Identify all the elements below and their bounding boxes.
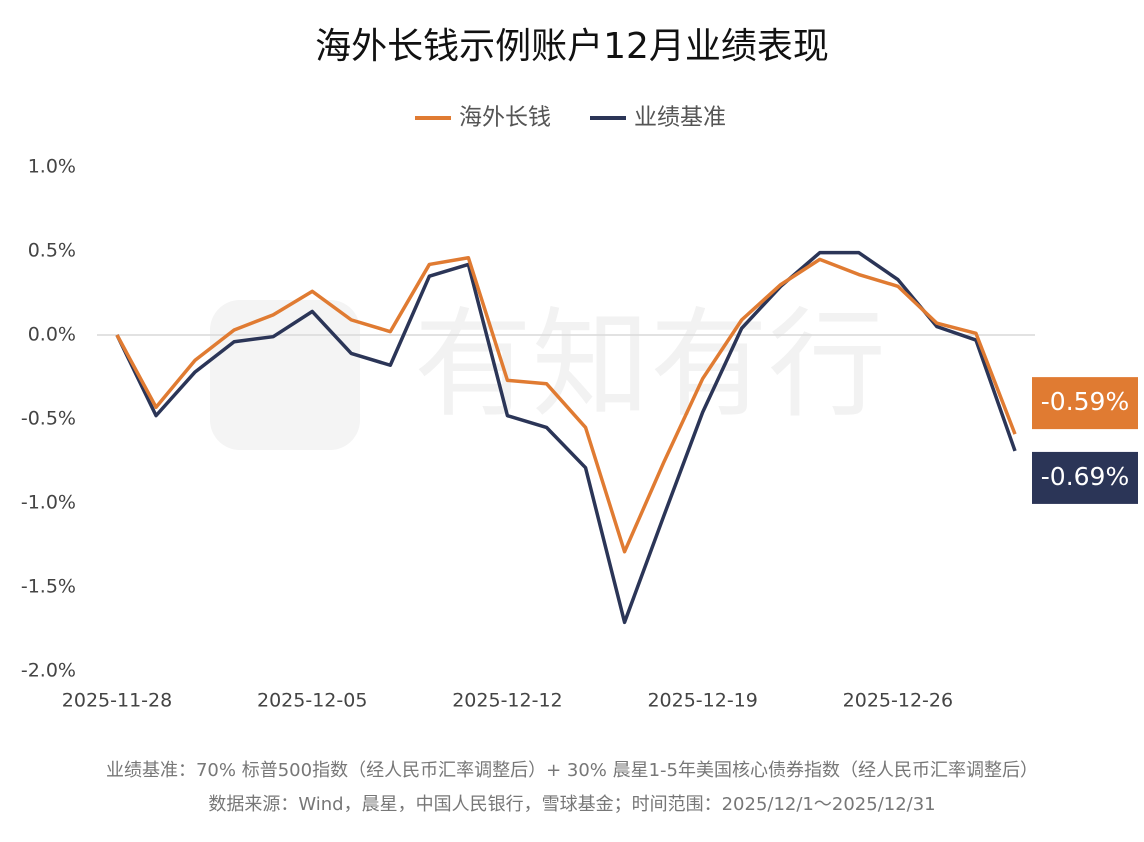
legend-label: 业绩基准 xyxy=(634,105,726,131)
end-label-box xyxy=(1032,451,1138,504)
end-label: -0.69% xyxy=(1041,462,1129,491)
end-label-box xyxy=(1032,377,1138,430)
y-tick-label: 0.0% xyxy=(28,324,76,346)
y-tick-label: -1.0% xyxy=(21,492,76,514)
series-line xyxy=(115,250,1017,625)
series-line xyxy=(115,255,1017,554)
x-tick-label: 2025-12-26 xyxy=(843,690,953,712)
x-tick-label: 2025-11-28 xyxy=(62,690,172,712)
footnote: 业绩基准：70% 标普500指数（经人民币汇率调整后）+ 30% 晨星1-5年美… xyxy=(106,760,1038,781)
y-tick-label: -1.5% xyxy=(21,576,76,598)
x-tick-label: 2025-12-12 xyxy=(452,690,562,712)
x-tick-label: 2025-12-19 xyxy=(647,690,757,712)
y-tick-label: 1.0% xyxy=(28,156,76,178)
footnote: 数据来源：Wind，晨星，中国人民银行，雪球基金；时间范围：2025/12/1～… xyxy=(208,794,935,815)
end-label: -0.59% xyxy=(1041,387,1129,416)
y-tick-label: -2.0% xyxy=(21,660,76,682)
y-tick-label: -0.5% xyxy=(21,408,76,430)
watermark: 有知有行 xyxy=(414,296,886,434)
x-tick-label: 2025-12-05 xyxy=(257,690,367,712)
chart-title: 海外长钱示例账户12月业绩表现 xyxy=(315,26,829,67)
legend-label: 海外长钱 xyxy=(459,105,551,131)
watermark-logo xyxy=(210,300,360,450)
y-tick-label: 0.5% xyxy=(28,240,76,262)
